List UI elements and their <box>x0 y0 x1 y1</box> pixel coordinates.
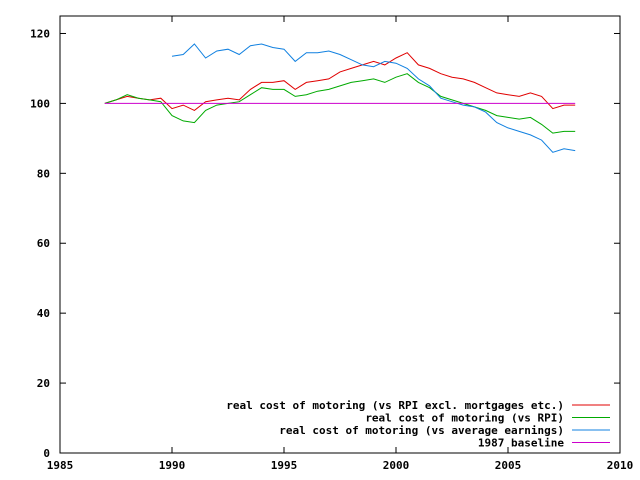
chart-legend: real cost of motoring (vs RPI excl. mort… <box>226 399 610 450</box>
y-tick-label: 40 <box>37 307 50 320</box>
y-tick-label: 20 <box>37 377 50 390</box>
x-tick-label: 1990 <box>159 459 186 472</box>
y-tick-label: 60 <box>37 237 50 250</box>
y-tick-label: 120 <box>30 27 50 40</box>
legend-label: 1987 baseline <box>478 437 564 450</box>
legend-label: real cost of motoring (vs average earnin… <box>279 424 564 437</box>
axis-ticks <box>59 16 621 454</box>
series-line-2 <box>171 43 576 153</box>
x-tick-label: 2000 <box>383 459 410 472</box>
series-line-1 <box>104 73 576 134</box>
series-line-0 <box>104 52 576 111</box>
y-tick-label: 100 <box>30 97 50 110</box>
legend-label: real cost of motoring (vs RPI) <box>365 412 564 425</box>
series-lines <box>104 43 576 153</box>
y-axis-tick-labels: 0 20 40 60 80 100 120 <box>30 27 50 460</box>
x-tick-label: 2010 <box>607 459 634 472</box>
x-tick-label: 2005 <box>495 459 522 472</box>
x-tick-label: 1995 <box>271 459 298 472</box>
plot-frame <box>59 15 621 454</box>
y-tick-label: 80 <box>37 167 50 180</box>
x-axis-tick-labels: 1985 1990 1995 2000 2005 2010 <box>47 459 634 472</box>
y-tick-label: 0 <box>43 447 50 460</box>
legend-label: real cost of motoring (vs RPI excl. mort… <box>226 399 564 412</box>
x-tick-label: 1985 <box>47 459 74 472</box>
